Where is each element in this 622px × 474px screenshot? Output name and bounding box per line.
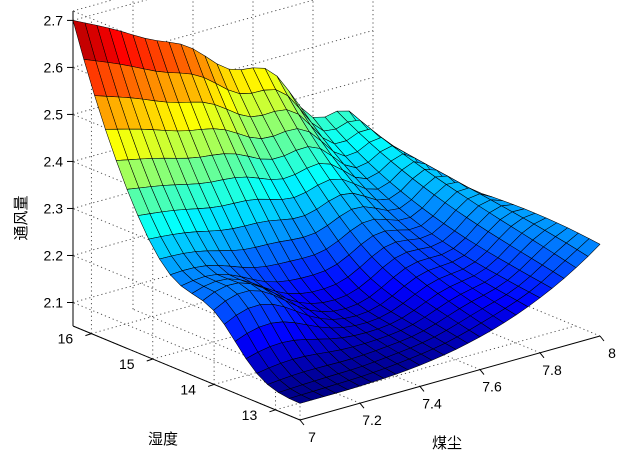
x-tick-label: 7.2 (362, 412, 382, 428)
x-tick-mark (479, 369, 485, 375)
grid-line (72, 0, 114, 12)
x-axis-line (299, 335, 601, 421)
x-tick-mark (599, 335, 605, 342)
x-tick-mark (299, 419, 305, 426)
y-tick-mark (146, 358, 153, 362)
y-tick-mark (269, 409, 276, 413)
z-axis-label: 通风量 (12, 195, 30, 240)
axes-layer (67, 11, 605, 426)
z-tick-label: 2.6 (44, 59, 64, 75)
x-tick-label: 7.6 (482, 379, 502, 395)
y-tick-label: 13 (242, 407, 258, 423)
z-tick-label: 2.3 (44, 200, 64, 216)
y-axis-label: 湿度 (148, 430, 178, 448)
surface-layer (72, 20, 601, 404)
y-tick-label: 16 (58, 331, 74, 347)
x-tick-label: 7.8 (542, 362, 562, 378)
y-axis-line (72, 325, 301, 421)
x-tick-mark (419, 386, 425, 392)
z-tick-label: 2.5 (44, 106, 64, 122)
z-tick-label: 2.7 (44, 12, 64, 28)
grid-line (72, 302, 301, 397)
z-tick-label: 2.1 (44, 294, 64, 310)
y-tick-mark (85, 333, 92, 337)
surface-patch (576, 238, 601, 257)
x-axis-label: 煤尘 (432, 434, 462, 452)
grid-line (72, 0, 148, 21)
grid-line (72, 0, 316, 68)
z-tick-label: 2.2 (44, 247, 64, 263)
x-tick-label: 7 (308, 429, 316, 445)
y-tick-label: 15 (119, 356, 135, 372)
ticks-layer: 7 7.2 7.4 7.6 7.8 8 13 14 15 16 2.1 2.2 2.3 2.4 2.5 2.6… (44, 12, 617, 445)
z-tick-label: 2.4 (44, 153, 64, 169)
grid-line (275, 325, 576, 411)
x-tick-mark (359, 402, 365, 409)
x-tick-mark (539, 352, 545, 359)
x-tick-label: 8 (608, 345, 616, 361)
y-tick-mark (207, 383, 215, 387)
x-tick-label: 7.4 (422, 395, 442, 411)
y-tick-label: 14 (180, 381, 196, 397)
grid-line (72, 255, 301, 350)
